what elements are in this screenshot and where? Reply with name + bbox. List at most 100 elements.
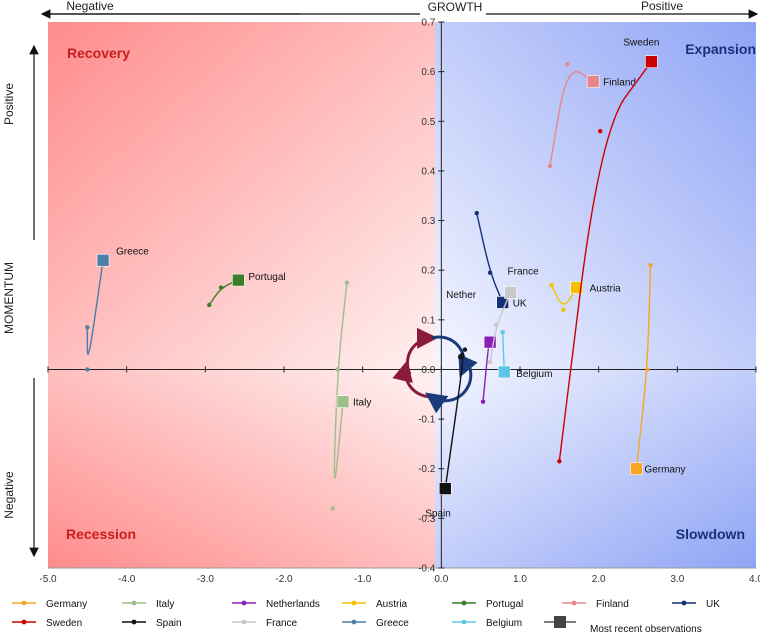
recent-observation-marker — [497, 365, 511, 379]
legend-swatch-dot — [131, 600, 137, 606]
series-italy: Italy — [330, 280, 371, 511]
legend-swatch-dot — [241, 619, 247, 625]
legend-label: UK — [706, 599, 720, 610]
legend-label: Portugal — [486, 599, 523, 610]
legend-label: France — [266, 618, 298, 629]
x-axis-title: GROWTH — [428, 0, 483, 14]
y-axis-title: MOMENTUM — [2, 262, 16, 334]
quadrant-slowdown-label: Slowdown — [676, 526, 745, 542]
y-tick-label: 0.5 — [421, 117, 435, 128]
recent-observation-marker — [496, 296, 509, 309]
country-label: Austria — [590, 284, 622, 295]
series-line-finland — [549, 70, 594, 167]
legend-item-spain: Spain — [122, 618, 182, 629]
country-label: Nether — [446, 290, 477, 301]
y-tick-label: 0.6 — [421, 67, 435, 78]
series-line-uk — [476, 212, 504, 303]
data-point — [474, 210, 479, 216]
recent-observation-marker — [630, 462, 643, 476]
data-point — [85, 367, 90, 372]
legend-swatch-dot — [21, 619, 27, 625]
legend-label: Austria — [376, 599, 408, 610]
y-tick-label: 0.0 — [421, 365, 435, 376]
series-greece: Greece — [85, 246, 149, 372]
legend-swatch-dot — [131, 619, 137, 625]
quadrant-recovery-label: Recovery — [67, 45, 130, 61]
series-layer: Germany Italy Nether Austria Portugal Finland… — [85, 38, 686, 520]
series-line-sweden — [558, 61, 652, 462]
recent-observation-marker — [232, 273, 245, 287]
series-line-germany — [635, 265, 652, 469]
data-point — [565, 61, 570, 67]
legend-item-netherlands: Netherlands — [232, 599, 320, 610]
legend-item-belgium: Belgium — [452, 618, 522, 629]
y-tick-label: -0.1 — [418, 415, 436, 426]
y-tick-label: 0.1 — [421, 315, 435, 326]
y-negative-label: Negative — [2, 471, 16, 519]
y-tick-label: 0.7 — [421, 18, 435, 29]
country-label: Belgium — [516, 369, 552, 380]
quadrant-slowdown-bg — [435, 368, 756, 568]
cycle-arrow-upper-right — [431, 335, 478, 378]
legend-item-sweden: Sweden — [12, 618, 82, 629]
series-line-italy — [333, 282, 348, 479]
recent-observation-marker — [504, 286, 517, 299]
country-label: Italy — [353, 398, 371, 409]
legend-swatch-dot — [351, 600, 357, 606]
series-austria: Austria — [549, 281, 622, 313]
x-tick-label: -3.0 — [197, 574, 215, 585]
axes: -5.0 -4.0 -3.0 -2.0 -1.0 0.0 1.0 2.0 3.0 4.0 0.7 0.… — [39, 18, 760, 586]
legend-item-germany: Germany — [12, 599, 87, 610]
series-uk: UK — [474, 210, 527, 309]
country-label: Germany — [644, 465, 685, 476]
data-point — [549, 282, 554, 288]
country-label: Portugal — [248, 272, 285, 283]
quadrant-recovery-bg — [48, 22, 435, 368]
data-point — [561, 307, 566, 313]
legend-item-uk: UK — [672, 599, 720, 610]
quadrant-expansion-label: Expansion — [685, 41, 756, 57]
legend: Germany Italy Netherlands Austria Portugal Fi… — [12, 599, 720, 634]
data-point — [547, 163, 553, 169]
series-spain: Spain — [425, 347, 468, 520]
legend-item-austria: Austria — [342, 599, 408, 610]
legend-label: Sweden — [46, 618, 82, 629]
legend-item-most-recent: Most recent observations — [544, 616, 702, 634]
recent-observation-marker — [570, 281, 583, 294]
data-point — [458, 354, 463, 360]
y-tick-label: -0.2 — [418, 464, 436, 475]
legend-label: Spain — [156, 618, 182, 629]
legend-swatch-dot — [461, 619, 467, 625]
data-point — [598, 129, 603, 134]
country-label: Greece — [116, 246, 149, 257]
y-tick-label: -0.3 — [418, 514, 436, 525]
recent-observation-marker — [645, 55, 658, 69]
data-point — [487, 270, 493, 275]
legend-swatch-dot — [351, 619, 357, 625]
data-point — [645, 367, 650, 372]
series-germany: Germany — [630, 263, 686, 476]
quadrant-recession-bg — [48, 368, 435, 568]
legend-item-finland: Finland — [562, 599, 629, 610]
series-france: France — [487, 267, 539, 365]
data-point — [335, 367, 340, 372]
x-negative-label: Negative — [66, 0, 114, 13]
legend-label: Netherlands — [266, 599, 320, 610]
x-positive-label: Positive — [641, 0, 683, 13]
legend-swatch-square — [554, 616, 566, 628]
data-point — [344, 280, 350, 285]
data-point — [85, 325, 90, 330]
data-point — [494, 322, 499, 327]
legend-swatch-dot — [461, 600, 467, 606]
legend-swatch-dot — [571, 600, 577, 606]
recent-observation-marker — [438, 482, 452, 495]
data-point — [480, 399, 486, 404]
data-point — [207, 302, 212, 308]
cycle-arrows — [392, 327, 478, 414]
series-sweden: Sweden — [557, 38, 660, 464]
legend-swatch-dot — [21, 600, 27, 606]
y-tick-label: 0.3 — [421, 216, 435, 227]
legend-label-most-recent: Most recent observations — [590, 624, 702, 634]
legend-item-france: France — [232, 618, 298, 629]
legend-label: Belgium — [486, 618, 522, 629]
